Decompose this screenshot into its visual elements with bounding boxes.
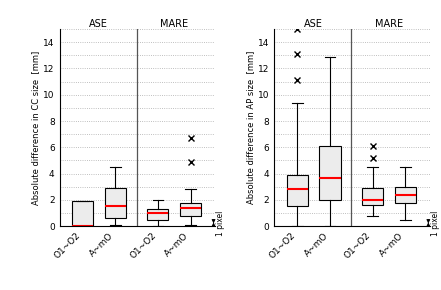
Y-axis label: Absolute difference in AP size  [mm]: Absolute difference in AP size [mm] [246,51,255,204]
PathPatch shape [72,201,93,226]
Text: 1 pixel: 1 pixel [216,210,225,235]
Y-axis label: Absolute difference in CC size  [mm]: Absolute difference in CC size [mm] [31,50,41,205]
Text: ASE: ASE [304,19,323,29]
Text: 1 pixel: 1 pixel [430,210,440,235]
Text: ASE: ASE [90,19,108,29]
Text: MARE: MARE [375,19,403,29]
PathPatch shape [287,175,308,206]
PathPatch shape [362,188,383,205]
PathPatch shape [147,209,168,220]
Text: MARE: MARE [160,19,188,29]
PathPatch shape [319,146,341,200]
PathPatch shape [395,187,416,202]
PathPatch shape [180,202,201,216]
PathPatch shape [105,188,126,218]
